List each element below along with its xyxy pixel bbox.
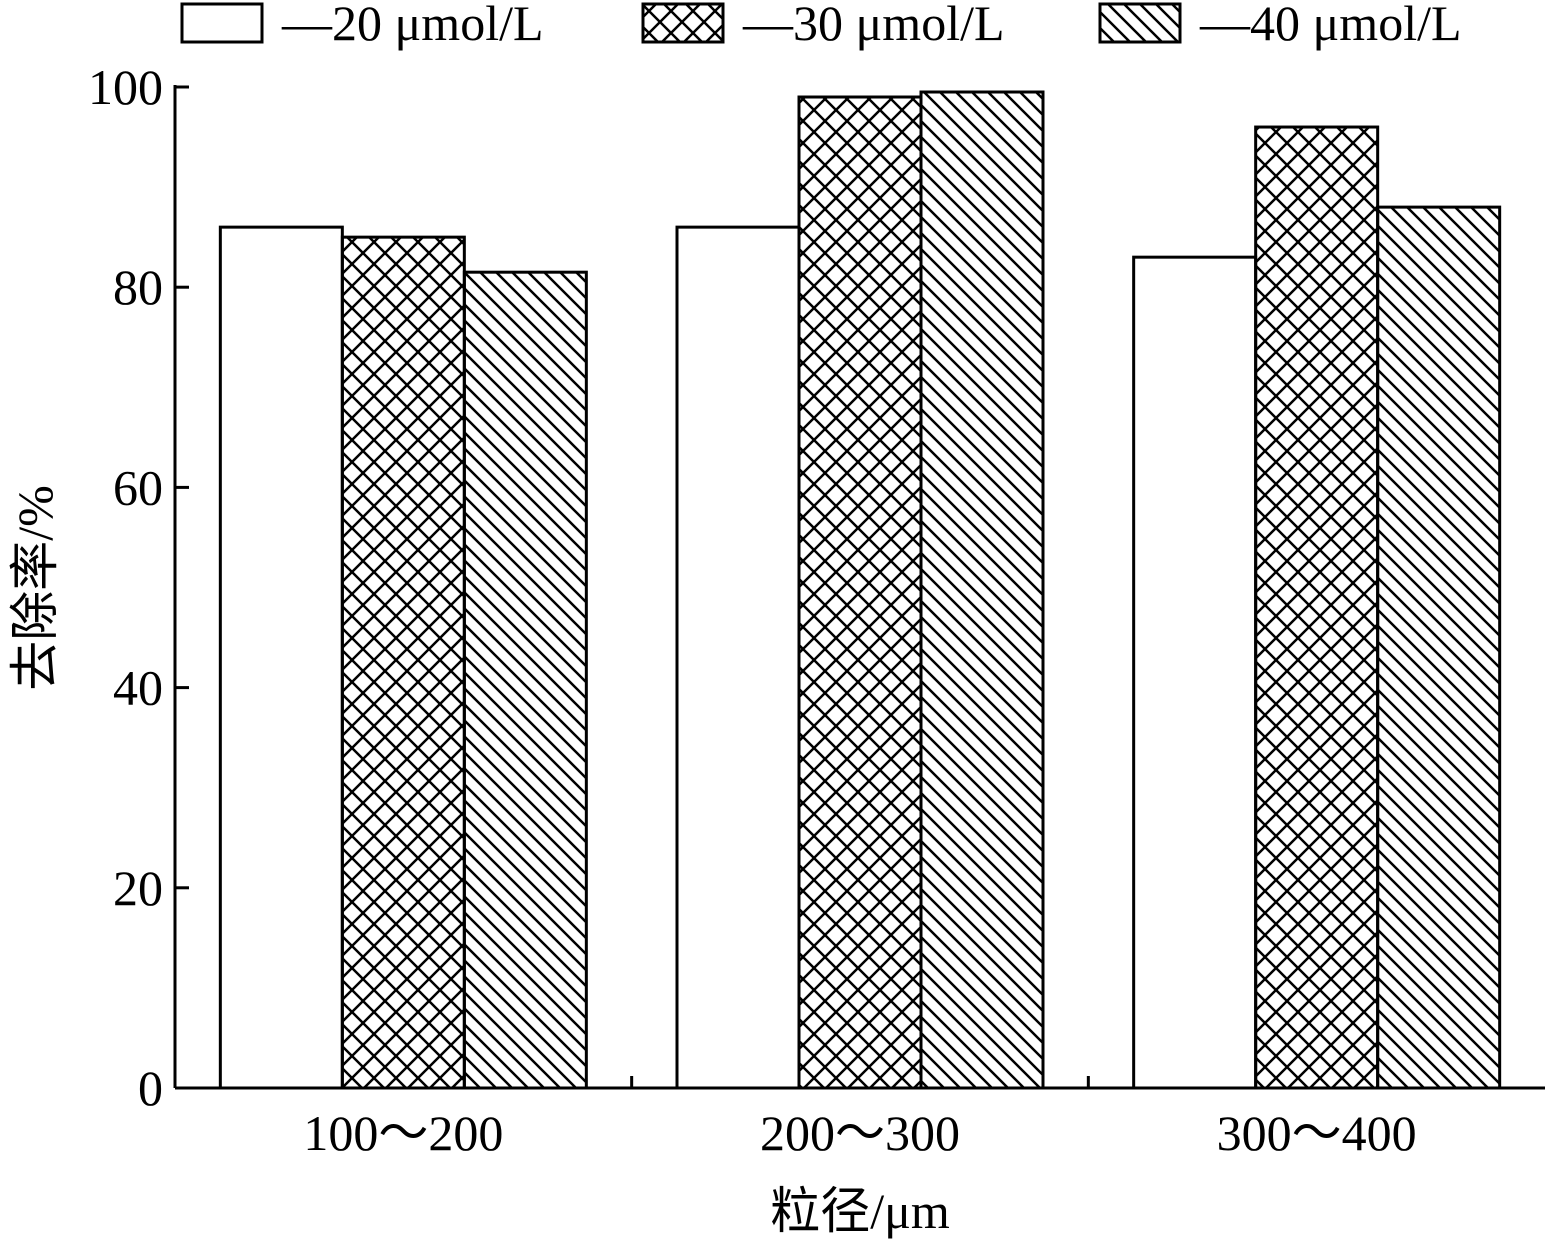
x-axis-title: 粒径/μm: [770, 1183, 950, 1239]
bar: [340, 235, 466, 1090]
bar: [1376, 205, 1502, 1090]
y-tick-label: 20: [113, 860, 163, 916]
bar: [462, 270, 588, 1090]
y-tick-label: 100: [88, 59, 163, 115]
bars: [218, 90, 1502, 1090]
x-tick-label: 300～400: [1217, 1105, 1417, 1161]
bar: [218, 225, 344, 1090]
legend-label: —30 μmol/L: [742, 0, 1005, 51]
legend-label: —20 μmol/L: [281, 0, 544, 51]
bar: [1254, 125, 1380, 1090]
x-tick-label: 100～200: [303, 1105, 503, 1161]
legend-swatch: [641, 2, 725, 44]
bar: [1132, 255, 1258, 1090]
y-tick-label: 60: [113, 459, 163, 515]
legend-swatch: [1098, 2, 1182, 44]
legend-swatch: [180, 2, 264, 44]
y-tick-label: 80: [113, 259, 163, 315]
bar: [797, 95, 923, 1090]
bar: [675, 225, 801, 1090]
legend-label: —40 μmol/L: [1199, 0, 1462, 51]
y-tick-label: 40: [113, 660, 163, 716]
axes: 0 20 40 60 80 100 100～200 200～300 300～400: [88, 59, 1545, 1161]
legend: —20 μmol/L —30 μmol/L —40 μmol/L: [180, 0, 1462, 51]
x-tick-label: 200～300: [760, 1105, 960, 1161]
y-tick-label: 0: [138, 1060, 163, 1116]
bar: [919, 90, 1045, 1090]
y-axis-title: 去除率/%: [7, 485, 63, 691]
